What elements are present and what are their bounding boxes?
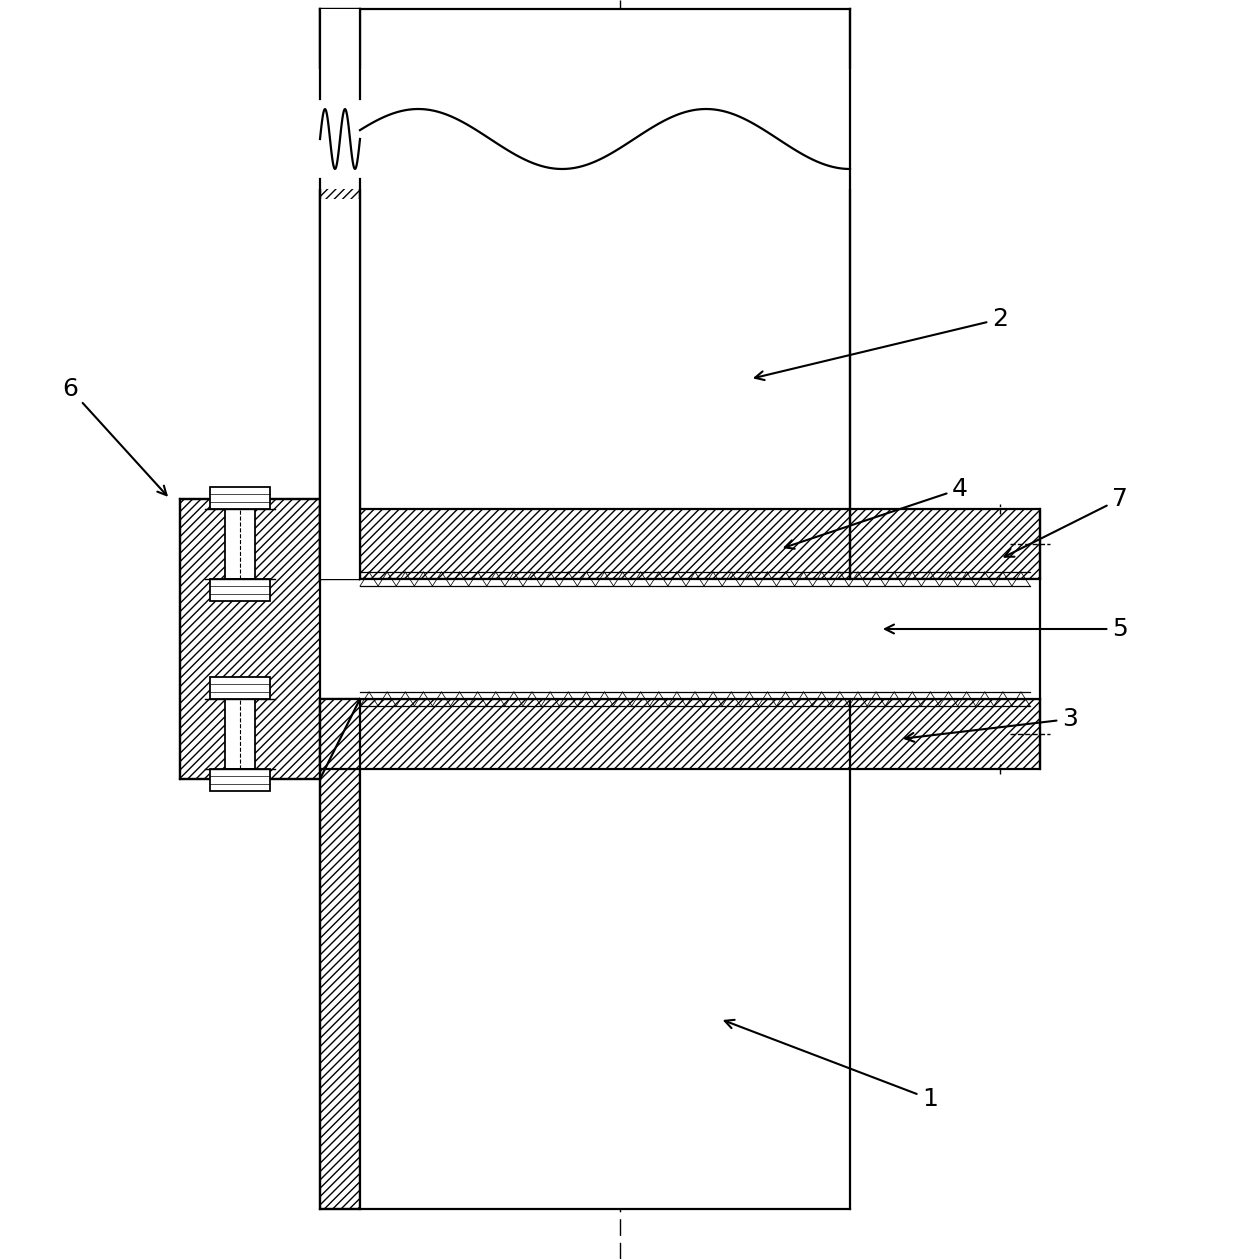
Text: 1: 1 (724, 1020, 937, 1110)
Bar (210, 579, 270, 601)
Bar (210, 677, 270, 699)
Text: 6: 6 (62, 376, 166, 495)
Bar (180, 499, 320, 779)
Bar (210, 769, 270, 791)
Bar (210, 487, 270, 509)
Text: 7: 7 (1004, 487, 1128, 556)
Bar (320, 509, 1040, 579)
Bar (320, 699, 1040, 769)
Text: 2: 2 (755, 307, 1008, 380)
Text: 5: 5 (885, 617, 1128, 641)
Bar (310, 69, 861, 189)
Bar (224, 699, 255, 769)
Bar (320, 699, 360, 1209)
Bar (224, 509, 255, 579)
Text: 4: 4 (785, 477, 968, 549)
Bar (320, 199, 360, 579)
Bar (320, 9, 360, 579)
Bar (360, 579, 1040, 699)
Bar (360, 699, 849, 1209)
Text: 3: 3 (905, 708, 1078, 742)
Bar (360, 9, 849, 579)
Bar (320, 9, 360, 89)
